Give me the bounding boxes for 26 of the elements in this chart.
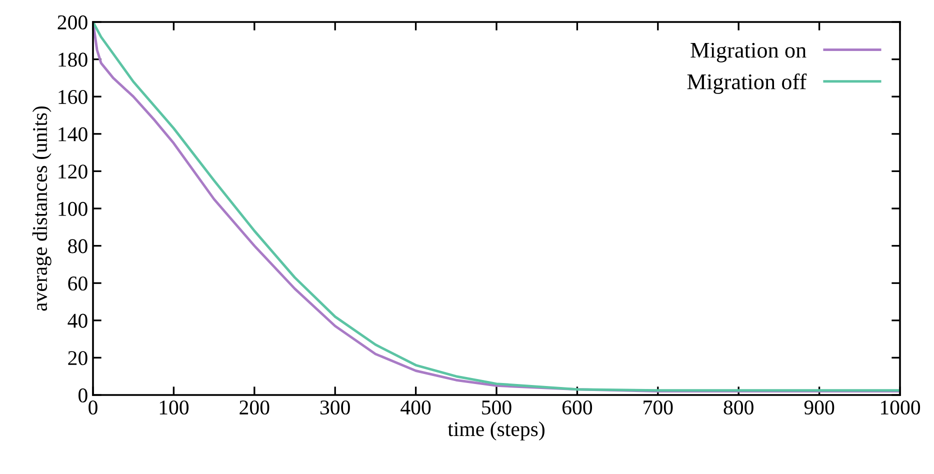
x-tick-label: 800 — [724, 400, 754, 415]
legend-label: Migration off — [687, 73, 807, 94]
y-tick-label: 0 — [78, 388, 88, 402]
y-tick-label: 40 — [68, 314, 88, 328]
x-tick-label: 1000 — [881, 400, 920, 415]
y-tick-label: 180 — [58, 52, 88, 67]
y-axis-title: average distances (units) — [32, 106, 52, 311]
y-tick-label: 140 — [58, 127, 88, 142]
y-tick-label: 80 — [68, 239, 88, 254]
y-tick-label: 200 — [58, 15, 88, 30]
x-tick-label: 700 — [644, 400, 673, 415]
y-tick-label: 60 — [68, 276, 88, 291]
x-tick-label: 900 — [804, 400, 834, 415]
x-tick-label: 300 — [320, 400, 350, 415]
y-tick-label: 160 — [58, 90, 88, 104]
x-tick-label: 0 — [88, 400, 98, 415]
x-tick-label: 100 — [160, 400, 189, 415]
x-axis-title: time (steps) — [448, 422, 544, 440]
x-tick-label: 200 — [240, 400, 270, 415]
y-tick-label: 120 — [58, 164, 88, 179]
y-tick-label: 20 — [68, 351, 88, 366]
legend-label: Migration on — [690, 42, 806, 62]
x-tick-label: 400 — [400, 400, 431, 415]
y-tick-label: 100 — [58, 202, 88, 216]
x-tick-label: 600 — [562, 400, 592, 415]
x-tick-label: 500 — [482, 400, 512, 415]
